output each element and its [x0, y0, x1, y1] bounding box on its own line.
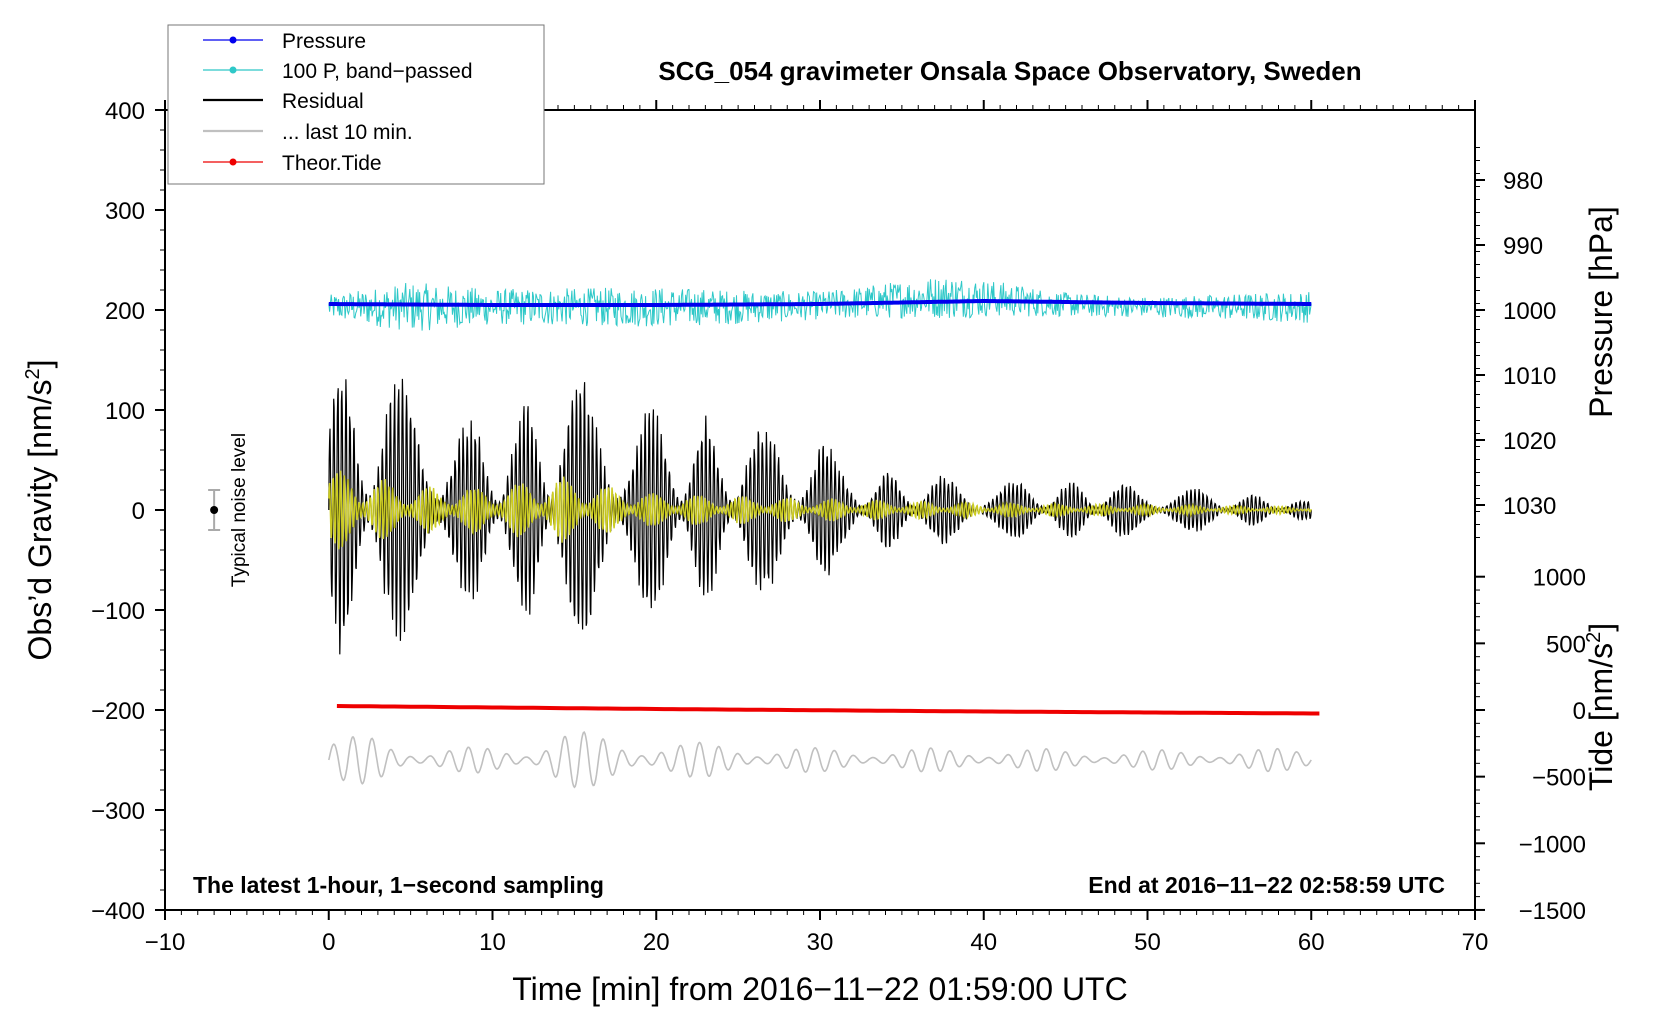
pressure-tick-label: 990 — [1503, 233, 1543, 260]
tide-axis-title: Tide [nm/s2] — [1583, 623, 1619, 791]
legend-box — [167, 24, 545, 185]
pressure-tick-label: 980 — [1503, 168, 1543, 195]
y-tick-label: 400 — [105, 98, 145, 125]
y-tick-label: 200 — [105, 298, 145, 325]
noise-indicator: Typical noise level — [208, 433, 250, 587]
x-axis-title: Time [min] from 2016−11−22 01:59:00 UTC — [512, 971, 1127, 1007]
tide-tick-label: −1000 — [1519, 831, 1586, 858]
tide-tick-label: −1500 — [1519, 898, 1586, 925]
pressure-tick-label: 1030 — [1503, 493, 1556, 520]
y-tick-label: 0 — [132, 498, 145, 525]
series-last10-line — [328, 730, 1312, 789]
series-layer — [328, 279, 1320, 789]
x-tick-label: 30 — [807, 929, 834, 956]
legend: Pressure 100 P, band−passed Residual ...… — [167, 24, 545, 185]
pressure-axis-title: Pressure [hPa] — [1583, 206, 1619, 418]
legend-label-last10: ... last 10 min. — [282, 121, 413, 144]
footer-sampling-note: The latest 1-hour, 1−second sampling — [193, 872, 604, 898]
y-tick-label: −400 — [91, 898, 145, 925]
y-tick-label: 100 — [105, 398, 145, 425]
x-tick-label: 10 — [479, 929, 506, 956]
y-axis-title: Obs’d Gravity [nm/s2] — [22, 360, 58, 661]
legend-label-bandpassed: 100 P, band−passed — [282, 60, 473, 83]
legend-label-residual: Residual — [282, 90, 364, 113]
tide-tick-label: −500 — [1532, 765, 1586, 792]
series-filtered-line — [328, 470, 1312, 550]
axis-layer: −10 0 10 20 30 40 50 60 70−400−300−200−100010020… — [91, 98, 1586, 956]
chart-title: SCG_054 gravimeter Onsala Space Observat… — [658, 56, 1361, 86]
x-tick-label: 50 — [1134, 929, 1161, 956]
y-tick-label: −300 — [91, 798, 145, 825]
footer-end-time: End at 2016−11−22 02:58:59 UTC — [1088, 872, 1445, 898]
x-tick-label: 0 — [322, 929, 335, 956]
series-tide-line — [336, 704, 1320, 716]
pressure-tick-label: 1010 — [1503, 363, 1556, 390]
noise-label: Typical noise level — [229, 433, 250, 587]
tide-tick-label: 1000 — [1533, 565, 1586, 592]
x-tick-label: 60 — [1298, 929, 1325, 956]
series-pressure-line — [328, 299, 1312, 307]
pressure-tick-label: 1020 — [1503, 428, 1556, 455]
pressure-tick-label: 1000 — [1503, 298, 1556, 325]
legend-label-pressure: Pressure — [282, 30, 366, 53]
y-tick-label: −200 — [91, 698, 145, 725]
legend-marker-bandpassed — [229, 66, 237, 74]
tide-tick-label: 500 — [1546, 631, 1586, 658]
x-tick-label: −10 — [145, 929, 186, 956]
tide-tick-label: 0 — [1573, 698, 1586, 725]
noise-center-dot — [210, 506, 219, 514]
x-tick-label: 70 — [1462, 929, 1489, 956]
legend-marker-pressure — [229, 36, 237, 44]
x-tick-label: 20 — [643, 929, 670, 956]
legend-marker-tide — [229, 158, 237, 166]
y-tick-label: −100 — [91, 598, 145, 625]
x-tick-label: 40 — [970, 929, 997, 956]
legend-label-tide: Theor.Tide — [282, 152, 382, 175]
y-tick-label: 300 — [105, 198, 145, 225]
